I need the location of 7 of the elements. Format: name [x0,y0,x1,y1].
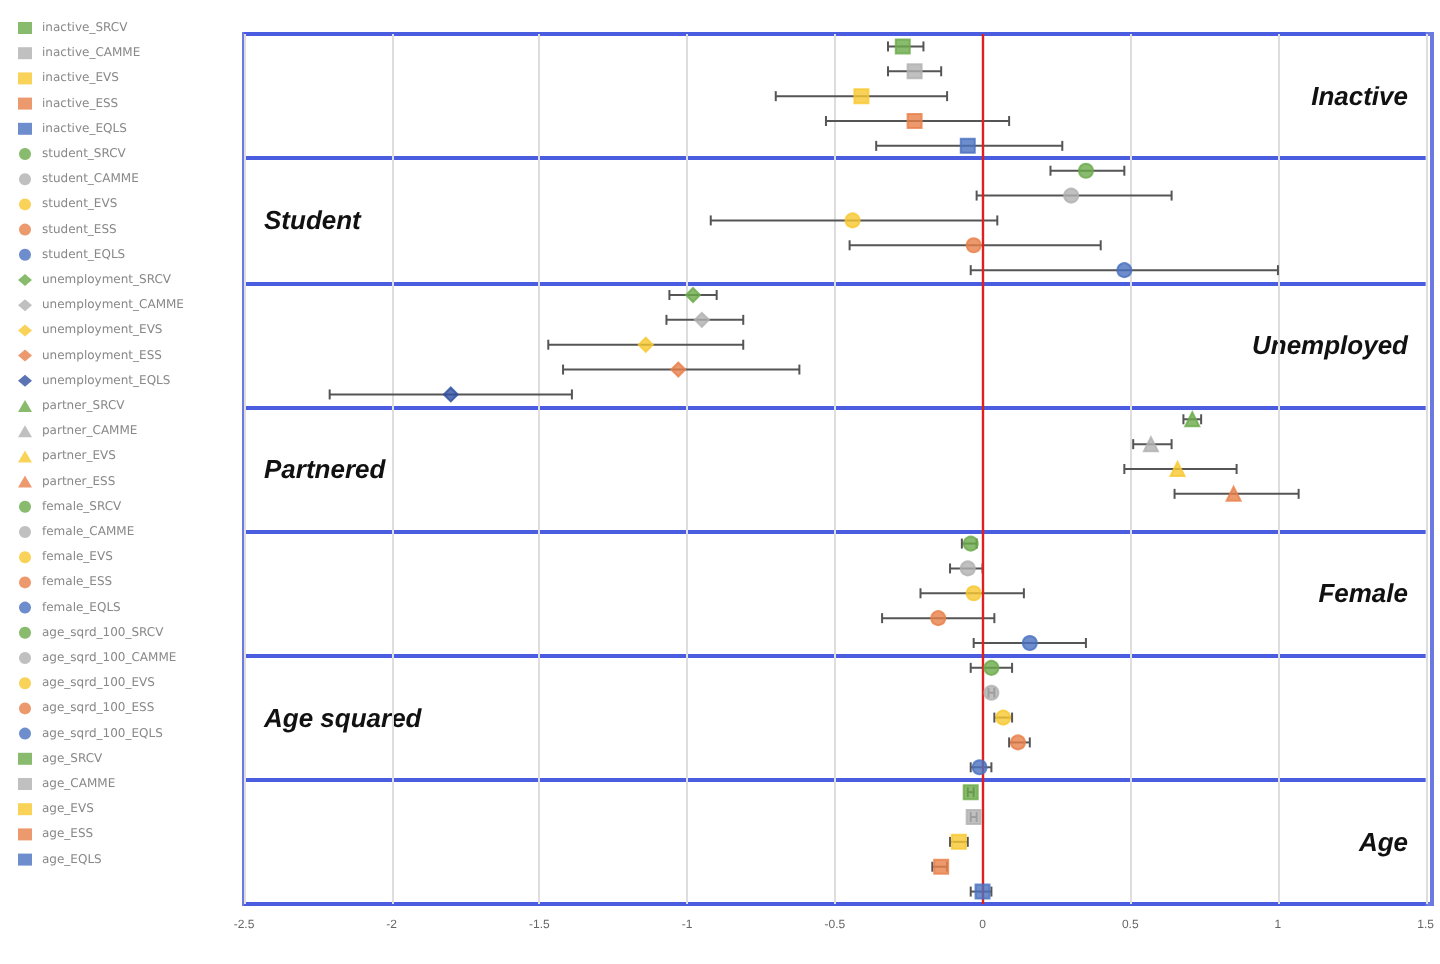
y-tick-label: Age squared [262,702,424,733]
y-tick-label: Partnered [264,454,388,484]
y-tick-label: Inactive [1311,81,1408,112]
y-tick-label: Unemployed [1251,329,1411,360]
y-tick-label: Student [264,205,363,236]
y-tick-label: Female [1318,578,1408,609]
y-tick-label: Age [1356,826,1408,857]
